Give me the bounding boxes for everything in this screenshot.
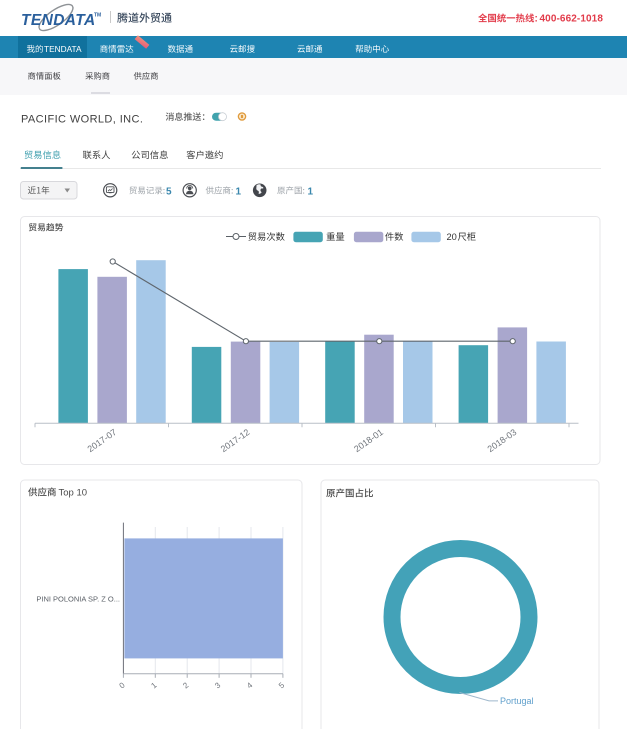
svg-text:1: 1: [149, 680, 159, 690]
svg-text:20: 20: [447, 232, 457, 242]
svg-text::: :: [535, 14, 538, 25]
svg-text:2: 2: [181, 680, 191, 690]
svg-text:0: 0: [117, 680, 127, 690]
svg-text:TENDATA: TENDATA: [21, 12, 96, 29]
svg-text:1: 1: [308, 186, 314, 197]
svg-text:Portugal: Portugal: [500, 696, 534, 706]
svg-text:5: 5: [277, 680, 287, 690]
svg-text:400-662-1018: 400-662-1018: [540, 14, 604, 25]
svg-text:Top 10: Top 10: [59, 488, 88, 499]
svg-text:5: 5: [166, 186, 172, 197]
svg-text:4: 4: [245, 680, 255, 690]
svg-text:PACIFIC WORLD, INC.: PACIFIC WORLD, INC.: [21, 114, 143, 126]
svg-text:1: 1: [236, 186, 242, 197]
svg-text:PINI POLONIA SP. Z O...: PINI POLONIA SP. Z O...: [36, 595, 120, 604]
svg-text:3: 3: [213, 680, 223, 690]
svg-text:TENDATA: TENDATA: [44, 44, 82, 54]
svg-text:TM: TM: [94, 13, 101, 19]
